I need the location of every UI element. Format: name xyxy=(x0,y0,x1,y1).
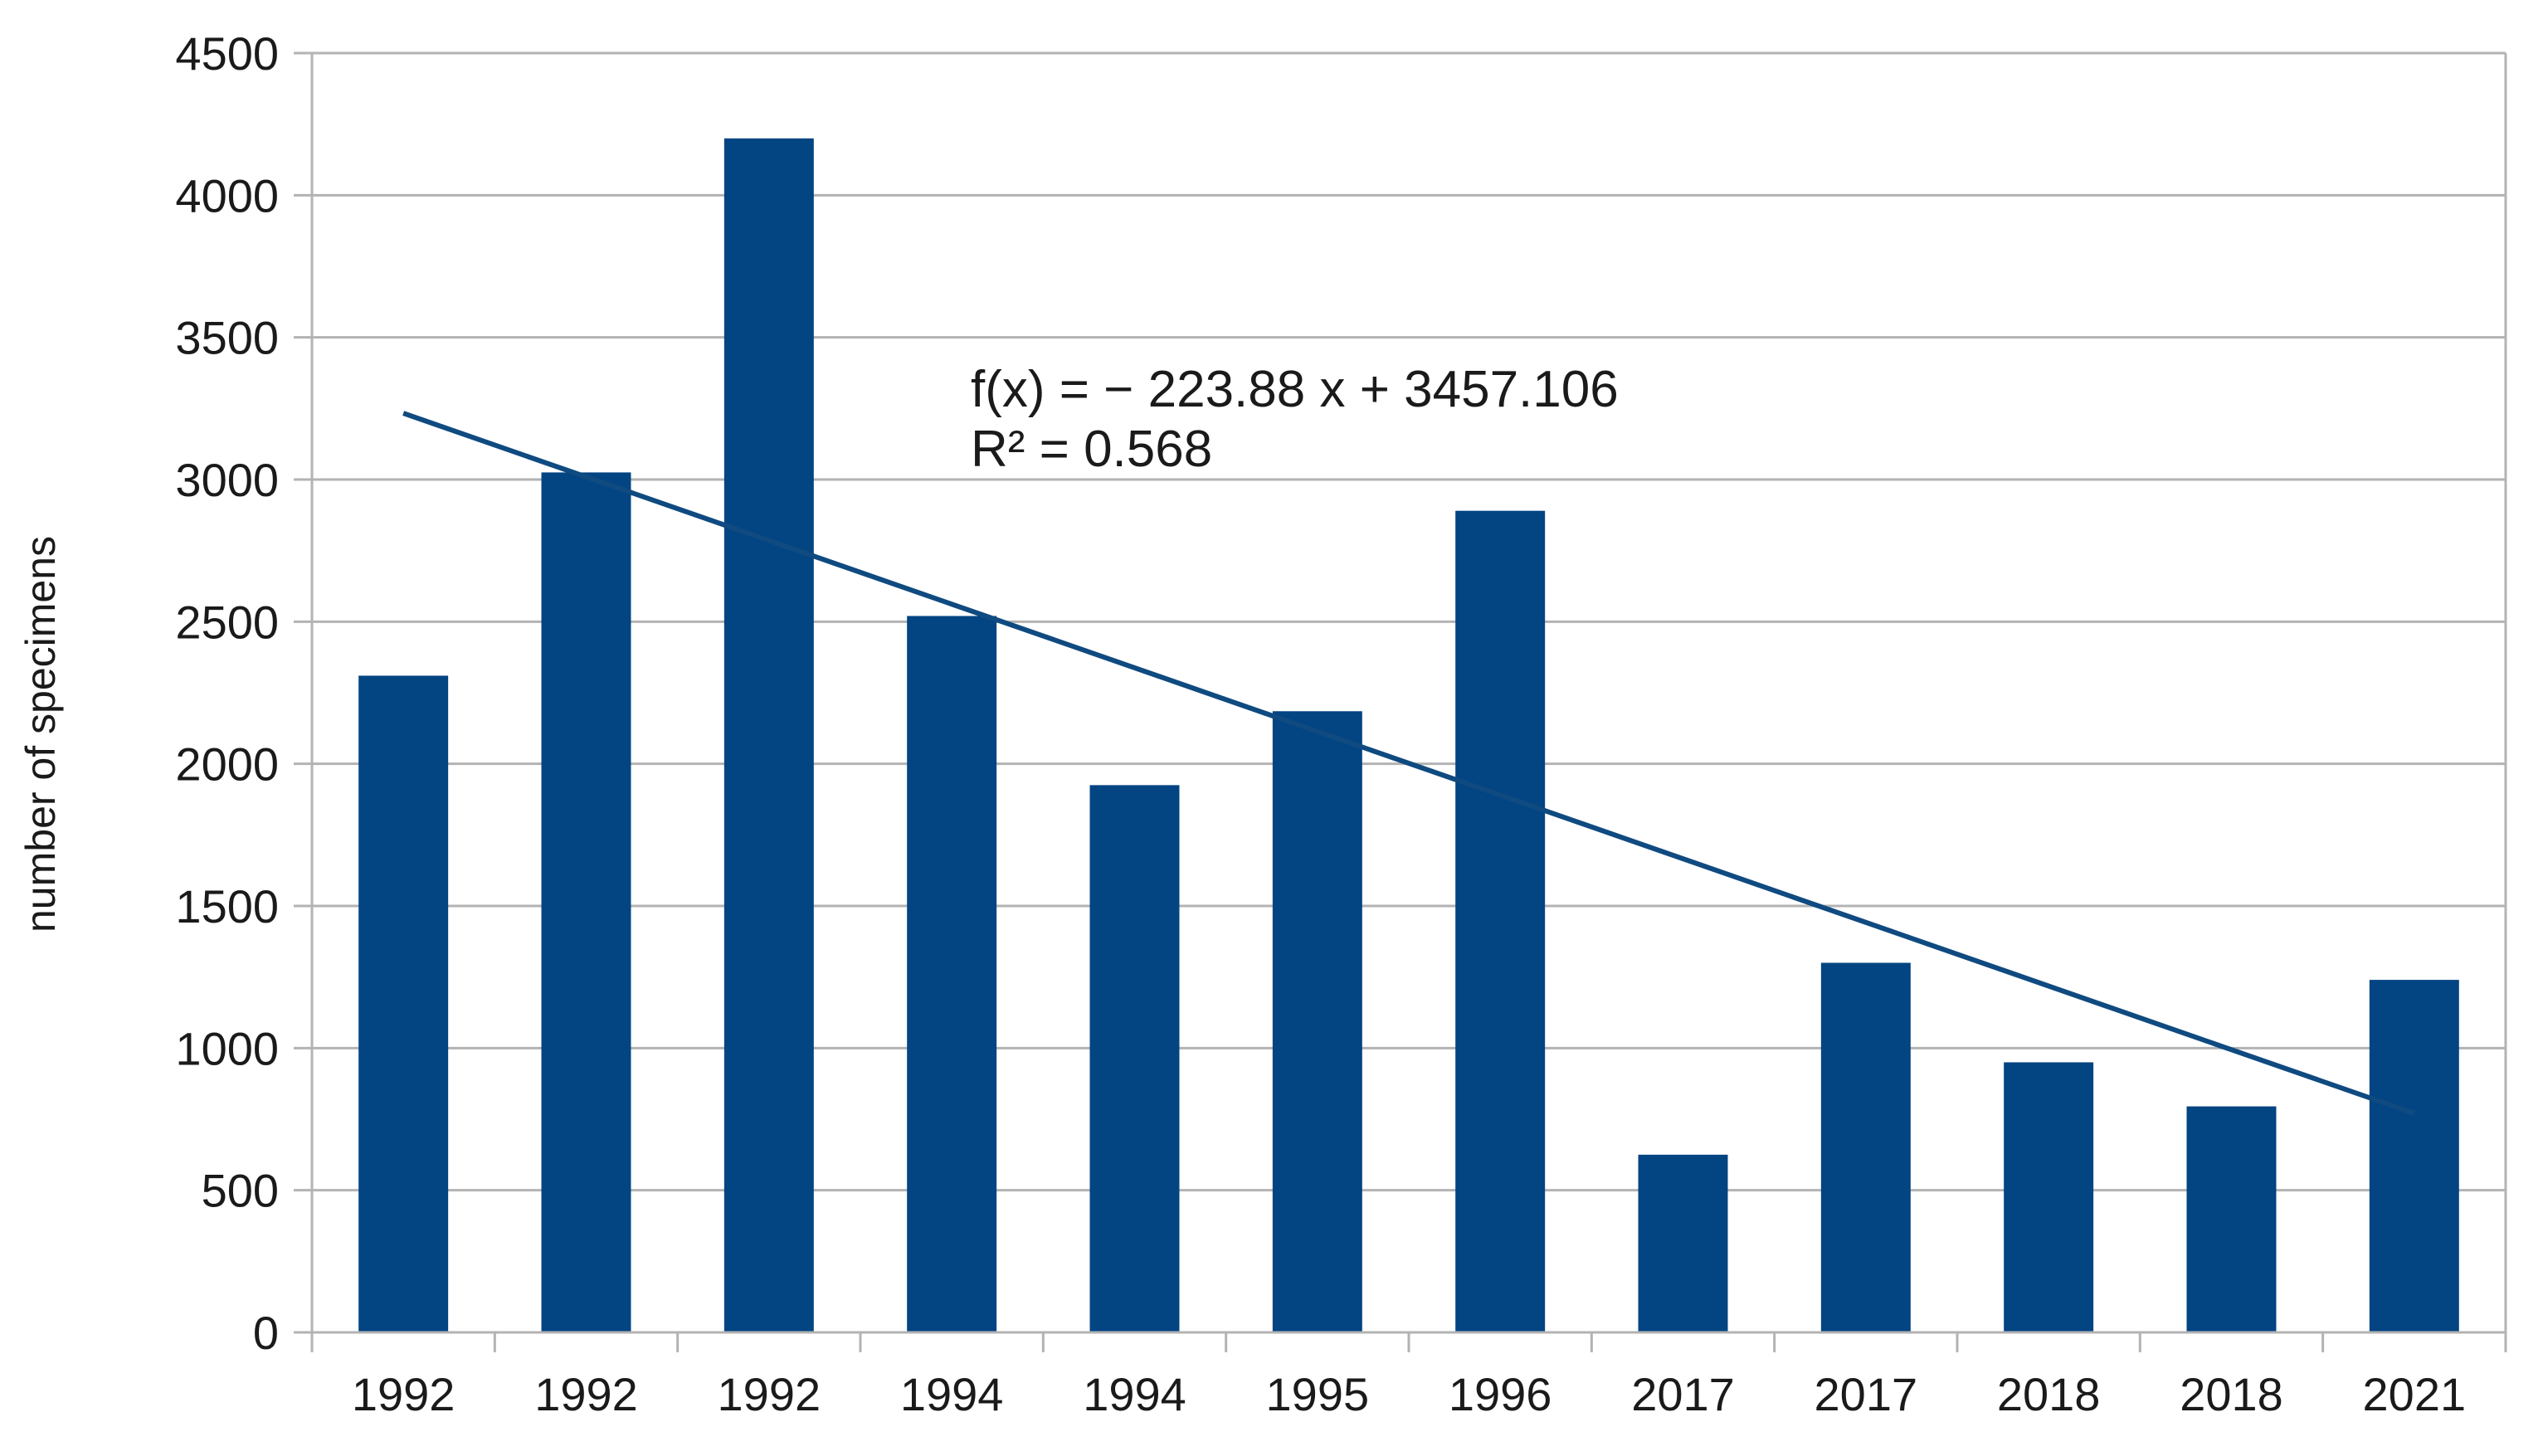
trendline-r2: R² = 0.568 xyxy=(971,421,1212,478)
bar-2 xyxy=(541,472,631,1332)
tick-labels: 0 500 1000 1500 2000 2500 3000 3500 4000 4500 1992… xyxy=(175,27,2466,1420)
x-tick-label: 1994 xyxy=(1083,1368,1186,1420)
bar-4 xyxy=(907,616,997,1332)
bar-6 xyxy=(1272,711,1362,1332)
y-axis-title: number of specimens xyxy=(17,536,64,933)
x-tick-label: 1992 xyxy=(534,1368,638,1420)
bar-5 xyxy=(1089,785,1180,1332)
x-tick-label: 2017 xyxy=(1815,1368,1918,1420)
bar-10 xyxy=(2004,1062,2094,1332)
y-tick-label: 3500 xyxy=(175,312,279,364)
bars xyxy=(358,138,2459,1332)
y-tick-label: 4500 xyxy=(175,27,279,80)
x-tick-label: 1992 xyxy=(352,1368,455,1420)
trendline-equation: f(x) = − 223.88 x + 3457.106 xyxy=(971,361,1619,418)
axes xyxy=(294,51,2507,1352)
bar-7 xyxy=(1455,510,1546,1332)
y-tick-label: 1000 xyxy=(175,1022,279,1074)
x-tick-label: 1992 xyxy=(718,1368,821,1420)
y-tick-label: 4000 xyxy=(175,169,279,222)
x-tick-label: 2018 xyxy=(1997,1368,2101,1420)
y-tick-label: 1500 xyxy=(175,880,279,933)
y-tick-label: 2000 xyxy=(175,738,279,791)
bar-12 xyxy=(2369,980,2459,1332)
bar-3 xyxy=(723,138,814,1332)
y-tick-label: 500 xyxy=(202,1165,279,1217)
bar-11 xyxy=(2186,1106,2277,1332)
x-tick-label: 1996 xyxy=(1449,1368,1552,1420)
bar-8 xyxy=(1638,1154,1728,1332)
grid-lines xyxy=(312,51,2506,1334)
y-tick-label: 2500 xyxy=(175,596,279,648)
y-tick-label: 0 xyxy=(253,1307,279,1359)
bar-1 xyxy=(358,675,449,1332)
x-tick-label: 1995 xyxy=(1266,1368,1370,1420)
x-tick-label: 2017 xyxy=(1631,1368,1735,1420)
trendline xyxy=(402,411,2415,1116)
x-tick-label: 2018 xyxy=(2180,1368,2283,1420)
y-tick-label: 3000 xyxy=(175,454,279,506)
trendline-layer xyxy=(402,411,2415,1116)
x-tick-label: 1994 xyxy=(900,1368,1004,1420)
bar-9 xyxy=(1820,962,1911,1332)
x-tick-label: 2021 xyxy=(2363,1368,2467,1420)
